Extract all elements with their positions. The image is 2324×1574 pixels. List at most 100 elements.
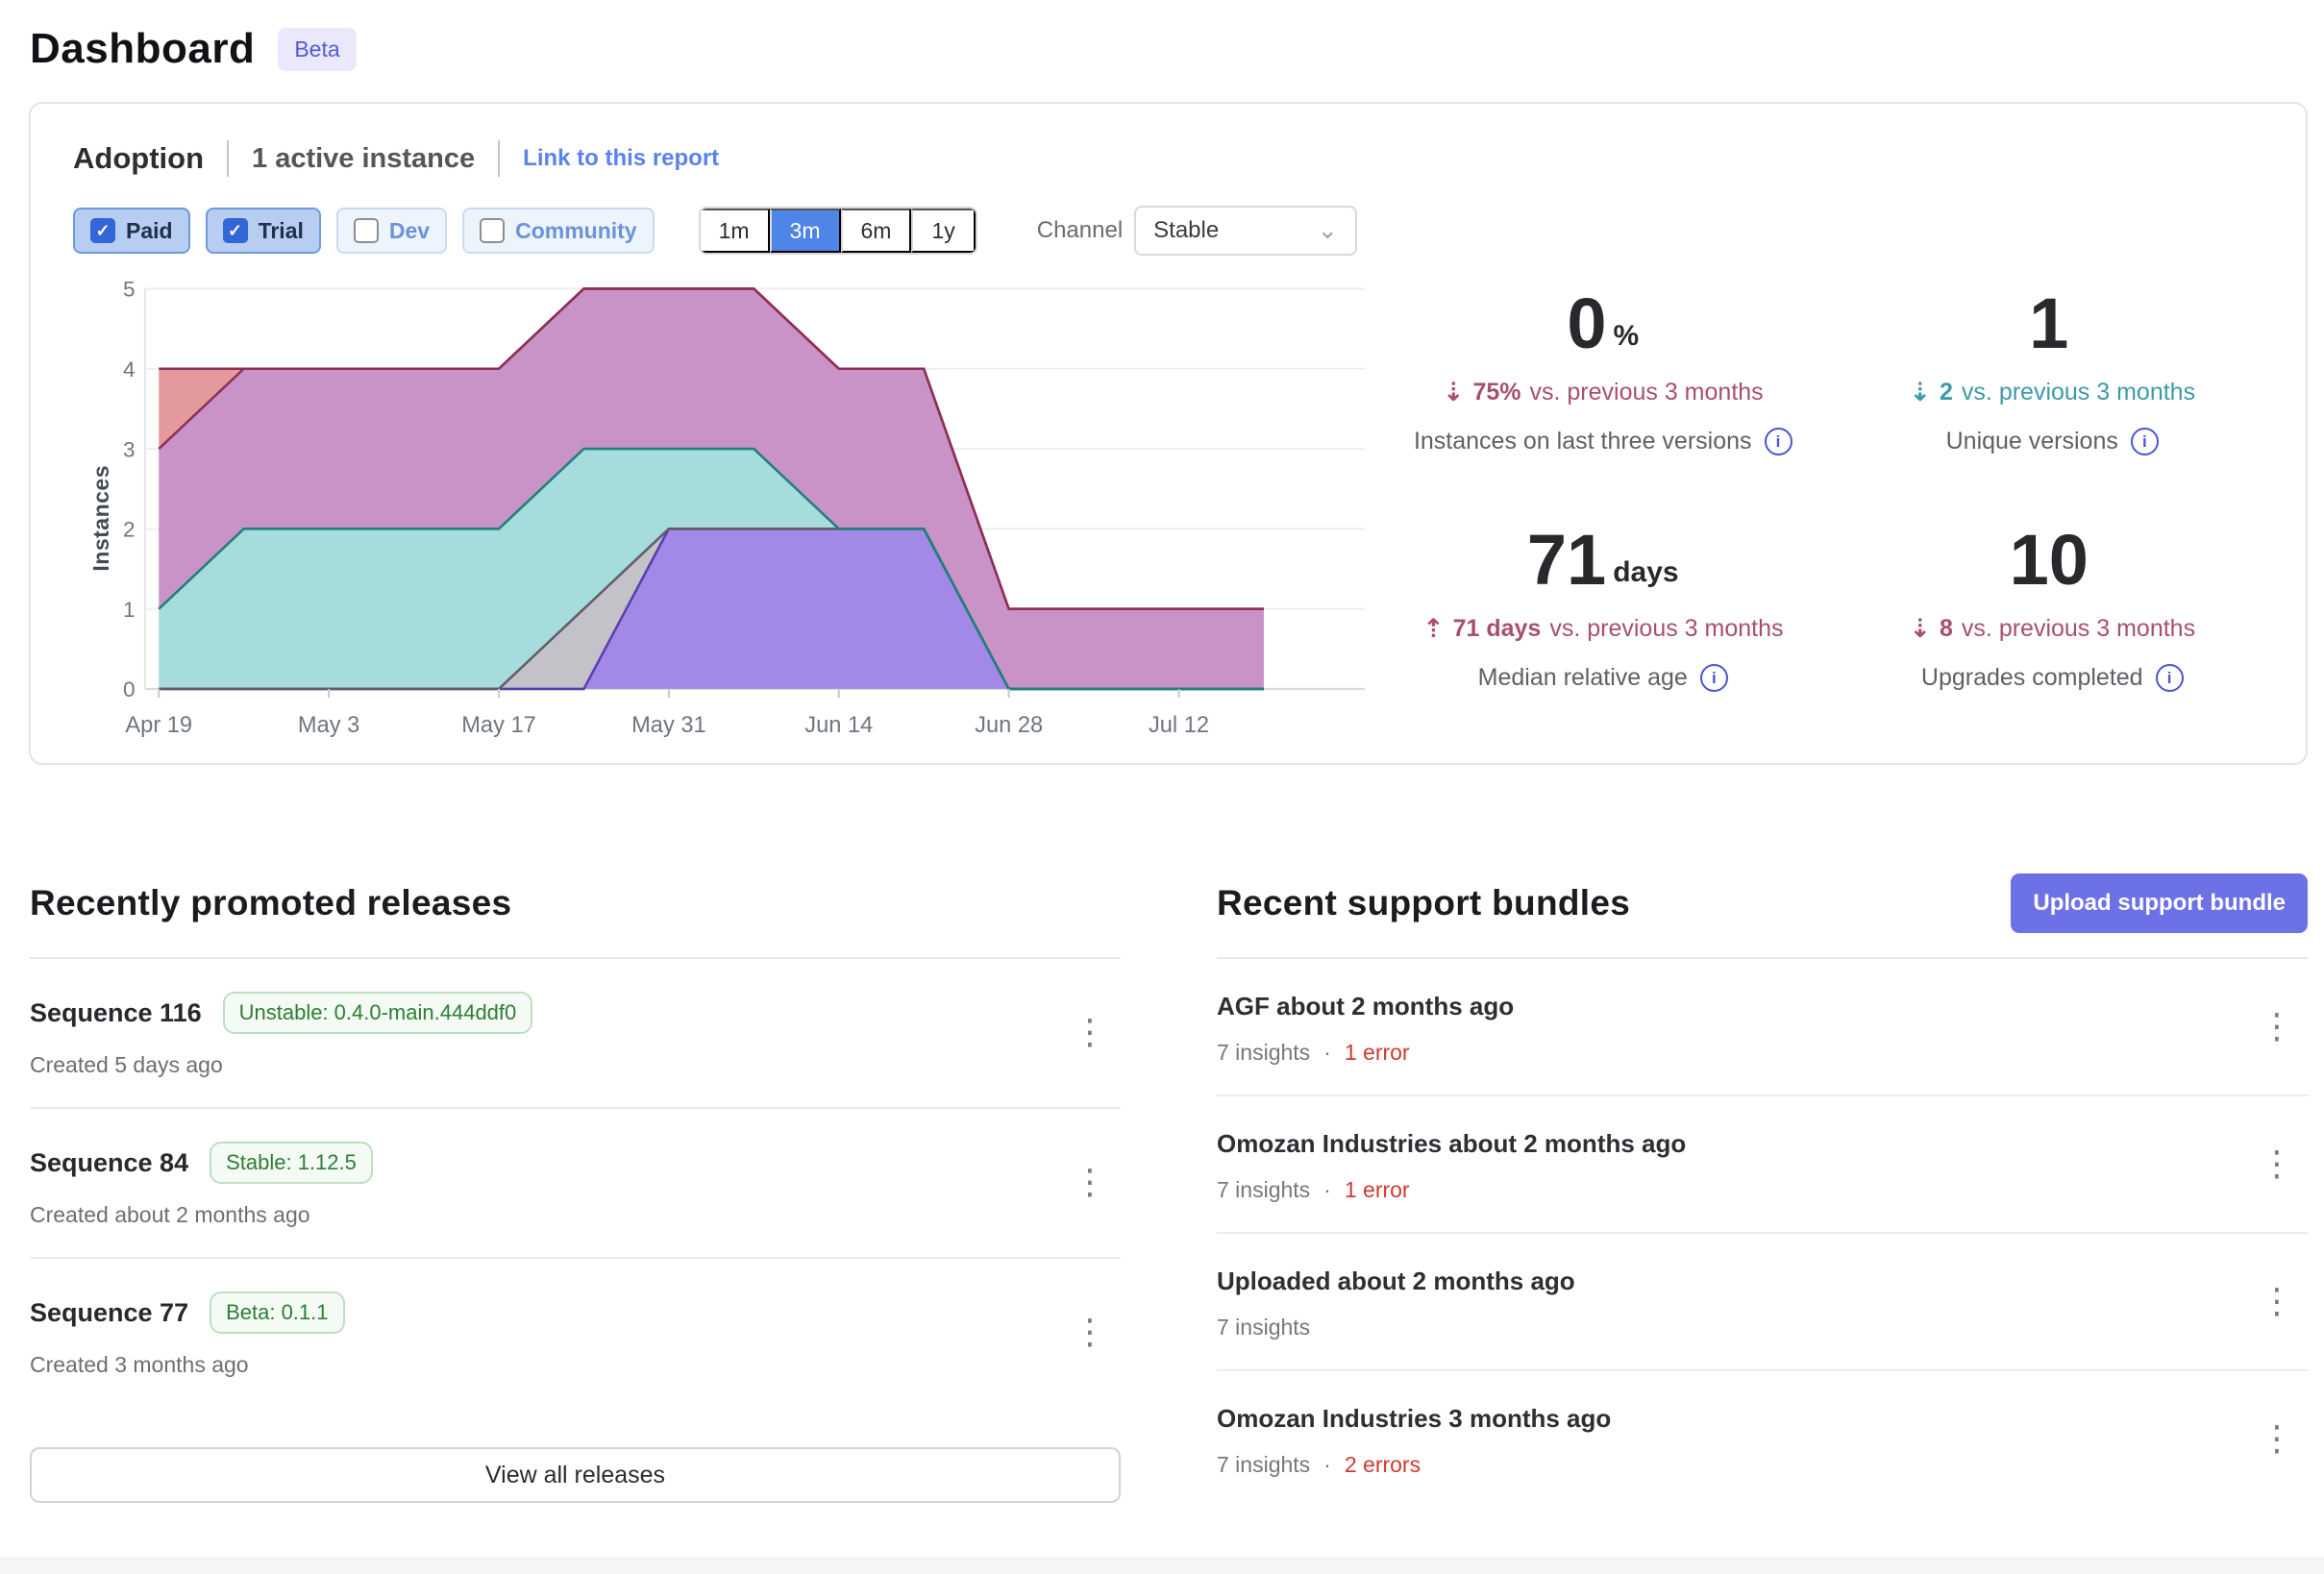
- bundle-insights: 7 insights: [1217, 1452, 1311, 1477]
- checkbox-checked-icon: ✓: [90, 218, 115, 243]
- dot-separator: ·: [1323, 1040, 1331, 1065]
- svg-text:1: 1: [123, 598, 136, 622]
- bundle-errors: 2 errors: [1344, 1452, 1422, 1477]
- page-bottom-strip: [0, 1557, 2324, 1574]
- adoption-trend-chart: Instances 0 1 2 3 4 5 Apr 19 May 3 May 17 May 31 J…: [73, 273, 1378, 746]
- support-bundle-item: Omozan Industries about 2 months ago 7 i…: [1217, 1096, 2308, 1234]
- dot-separator: ·: [1323, 1177, 1331, 1202]
- stat-delta-value: 2: [1940, 379, 1953, 406]
- adoption-filter-row: ✓ Paid ✓ Trial Dev Community 1m 3m 6m 1y: [73, 206, 2306, 256]
- release-sequence: Sequence 116: [30, 997, 202, 1027]
- chart-y-axis-label: Instances: [88, 465, 113, 572]
- trend-up-icon: ⇡: [1422, 614, 1445, 644]
- bundle-title: Uploaded about 2 months ago: [1217, 1267, 1575, 1295]
- checkbox-unchecked-icon: [353, 218, 379, 243]
- kebab-menu-icon[interactable]: ⋮: [1067, 1015, 1113, 1051]
- svg-text:May 17: May 17: [461, 713, 536, 738]
- stat-label: Unique versions: [1945, 428, 2118, 455]
- stat-delta-caption: vs. previous 3 months: [1549, 615, 1784, 642]
- kebab-menu-icon[interactable]: ⋮: [1067, 1315, 1113, 1351]
- bundle-insights: 7 insights: [1217, 1040, 1311, 1065]
- support-bundle-item: AGF about 2 months ago 7 insights · 1 er…: [1217, 959, 2308, 1096]
- stat-label: Instances on last three versions: [1413, 428, 1752, 455]
- info-icon[interactable]: i: [2130, 428, 2159, 455]
- support-bundle-item: Uploaded about 2 months ago 7 insights ⋮: [1217, 1234, 2308, 1371]
- stat-delta-value: 75%: [1472, 379, 1521, 406]
- filter-paid-checkbox[interactable]: ✓ Paid: [73, 208, 190, 254]
- stat-delta-caption: vs. previous 3 months: [1961, 615, 2196, 642]
- view-all-releases-button[interactable]: View all releases: [30, 1447, 1121, 1503]
- recent-support-bundles-section: Recent support bundles Upload support bu…: [1217, 873, 2308, 1507]
- kebab-menu-icon[interactable]: ⋮: [2254, 1009, 2300, 1045]
- kebab-menu-icon[interactable]: ⋮: [2254, 1284, 2300, 1320]
- bundle-title: AGF about 2 months ago: [1217, 992, 1515, 1021]
- upload-support-bundle-button[interactable]: Upload support bundle: [2011, 873, 2308, 933]
- stat-delta-value: 8: [1940, 615, 1953, 642]
- filter-dev-checkbox[interactable]: Dev: [335, 208, 448, 254]
- release-created: Created 5 days ago: [30, 1052, 223, 1077]
- channel-select[interactable]: Stable ⌄: [1134, 206, 1358, 256]
- kebab-menu-icon[interactable]: ⋮: [2254, 1146, 2300, 1183]
- svg-text:Jun 28: Jun 28: [975, 713, 1043, 738]
- svg-text:0: 0: [123, 677, 136, 701]
- adoption-stats: 0 % ⇣ 75% vs. previous 3 months Instance…: [1378, 273, 2306, 746]
- time-range-3m[interactable]: 3m: [769, 209, 841, 253]
- stat-delta-caption: vs. previous 3 months: [1961, 379, 2196, 406]
- recently-promoted-releases-section: Recently promoted releases Sequence 116 …: [30, 873, 1121, 1507]
- time-range-1y[interactable]: 1y: [911, 209, 976, 253]
- stat-value: 71: [1526, 520, 1607, 600]
- svg-text:4: 4: [123, 357, 136, 381]
- bundle-errors: 1 error: [1344, 1040, 1410, 1065]
- link-to-report[interactable]: Link to this report: [523, 145, 720, 171]
- filter-trial-checkbox[interactable]: ✓ Trial: [205, 208, 321, 254]
- release-channel-badge: Beta: 0.1.1: [210, 1291, 345, 1334]
- release-channel-badge: Unstable: 0.4.0-main.444ddf0: [222, 992, 533, 1034]
- active-instance-count: 1 active instance: [252, 142, 476, 174]
- time-range-6m[interactable]: 6m: [840, 209, 912, 253]
- bundle-title: Omozan Industries 3 months ago: [1217, 1404, 1612, 1433]
- release-channel-badge: Stable: 1.12.5: [210, 1142, 373, 1184]
- dot-separator: ·: [1323, 1452, 1331, 1477]
- stat-label: Median relative age: [1477, 664, 1688, 691]
- trend-down-icon: ⇣: [1442, 378, 1465, 407]
- bundle-insights: 7 insights: [1217, 1177, 1311, 1202]
- channel-selected-value: Stable: [1153, 217, 1220, 243]
- info-icon[interactable]: i: [2155, 664, 2184, 692]
- filter-community-checkbox[interactable]: Community: [462, 208, 655, 254]
- divider: [1217, 957, 2308, 959]
- svg-text:May 31: May 31: [631, 713, 706, 738]
- adoption-content: Instances 0 1 2 3 4 5 Apr 19 May 3 May 17 May 31 J…: [73, 273, 2306, 746]
- time-range-1m[interactable]: 1m: [700, 209, 770, 253]
- adoption-title: Adoption: [73, 141, 205, 175]
- bundle-insights: 7 insights: [1217, 1315, 1311, 1340]
- bottom-sections: Recently promoted releases Sequence 116 …: [0, 873, 2324, 1507]
- bundle-title: Omozan Industries about 2 months ago: [1217, 1129, 1687, 1158]
- release-sequence: Sequence 84: [30, 1147, 189, 1177]
- chevron-down-icon: ⌄: [1317, 216, 1339, 245]
- filter-label: Trial: [258, 217, 304, 243]
- svg-text:3: 3: [123, 437, 136, 461]
- release-created: Created about 2 months ago: [30, 1202, 310, 1227]
- kebab-menu-icon[interactable]: ⋮: [2254, 1421, 2300, 1458]
- svg-text:May 3: May 3: [298, 713, 359, 738]
- stat-delta-caption: vs. previous 3 months: [1529, 379, 1764, 406]
- svg-text:Jul 12: Jul 12: [1149, 713, 1209, 738]
- stat-value: 0: [1567, 283, 1607, 363]
- stat-instances-last-three-versions: 0 % ⇣ 75% vs. previous 3 months Instance…: [1378, 288, 1828, 455]
- release-created: Created 3 months ago: [30, 1352, 249, 1377]
- stat-median-relative-age: 71 days ⇡ 71 days vs. previous 3 months …: [1378, 525, 1828, 692]
- release-sequence: Sequence 77: [30, 1297, 189, 1327]
- filter-label: Community: [515, 217, 637, 243]
- kebab-menu-icon[interactable]: ⋮: [1067, 1165, 1113, 1201]
- channel-label: Channel: [1036, 217, 1124, 243]
- page-title: Dashboard: [30, 25, 256, 72]
- release-item: Sequence 77 Beta: 0.1.1 Created 3 months…: [30, 1259, 1121, 1407]
- divider: [498, 140, 501, 177]
- info-icon[interactable]: i: [1764, 428, 1792, 455]
- info-icon[interactable]: i: [1699, 664, 1728, 692]
- time-range-control: 1m 3m 6m 1y: [698, 207, 977, 255]
- stat-value: 10: [2009, 520, 2089, 600]
- adoption-card: Adoption 1 active instance Link to this …: [29, 102, 2308, 765]
- trend-down-icon: ⇣: [1909, 378, 1932, 407]
- svg-text:Jun 14: Jun 14: [804, 713, 873, 738]
